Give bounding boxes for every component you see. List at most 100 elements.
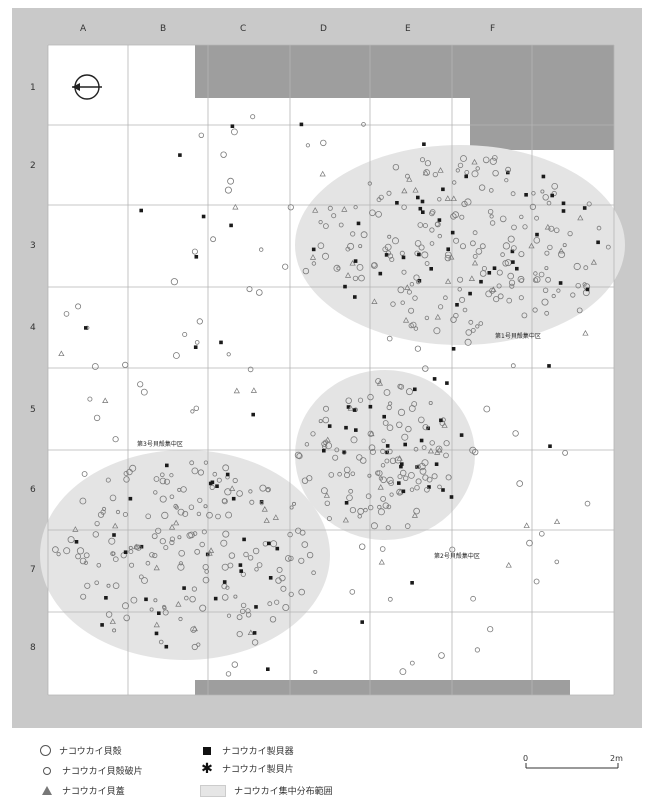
- shell-marker: [437, 233, 442, 239]
- shell-marker: [182, 510, 189, 517]
- column-label-b: B: [160, 24, 166, 34]
- operculum-marker: [342, 516, 349, 523]
- shell-tool-marker: [182, 586, 186, 590]
- shell-marker: [155, 527, 162, 534]
- operculum-marker: [505, 561, 512, 568]
- shell-marker: [289, 505, 294, 510]
- shell-marker: [431, 473, 438, 480]
- legend-label: ナコウカイ貝蓋: [62, 787, 125, 797]
- shell-marker: [406, 289, 412, 295]
- shell-tool-marker: [535, 232, 539, 237]
- shell-marker: [112, 436, 119, 443]
- legend-item-shell-piece: ✱ ナコウカイ製貝片: [200, 762, 294, 776]
- shell-marker: [197, 469, 204, 476]
- excavation-map: A B C D E F 1 2 3 4 5 6 7 8 第1号貝殻集中区 第2号…: [12, 8, 642, 728]
- excluded-area-top: [195, 45, 614, 98]
- operculum-marker: [523, 522, 530, 528]
- shell-marker: [140, 388, 148, 396]
- shell-marker: [548, 225, 555, 232]
- shell-marker: [389, 457, 397, 464]
- shell-marker: [377, 504, 382, 510]
- shell-marker: [582, 282, 587, 287]
- shell-marker: [424, 315, 430, 321]
- shell-marker: [416, 464, 421, 470]
- excluded-area-bottom: [195, 680, 570, 695]
- shell-marker: [397, 286, 405, 294]
- shell-tool-marker: [524, 193, 528, 197]
- operculum-marker: [347, 404, 354, 411]
- shell-marker: [459, 214, 465, 220]
- shell-marker: [459, 243, 466, 250]
- shell-tool-marker: [352, 408, 357, 412]
- shell-marker: [470, 595, 476, 602]
- shell-marker: [386, 335, 393, 342]
- shell-marker: [546, 200, 552, 206]
- shell-marker: [538, 530, 545, 537]
- shell-marker: [225, 585, 230, 590]
- operculum-marker: [378, 558, 385, 565]
- shell-marker: [194, 340, 200, 345]
- shell-marker: [101, 506, 107, 512]
- shell-marker: [240, 602, 247, 609]
- shell-marker: [199, 541, 205, 548]
- operculum-marker: [490, 286, 497, 292]
- shell-marker: [403, 475, 409, 481]
- shell-marker: [414, 485, 420, 491]
- legend-label: ナコウカイ貝殻: [59, 747, 122, 757]
- shell-marker: [485, 290, 493, 298]
- shell-marker: [221, 594, 229, 601]
- shell-marker: [129, 464, 137, 472]
- shell-marker: [267, 601, 273, 607]
- shell-marker: [573, 262, 581, 271]
- shell-tool-marker: [84, 326, 88, 330]
- shell-marker: [370, 262, 378, 269]
- shell-marker: [418, 462, 426, 471]
- shell-tool-marker: [254, 605, 258, 609]
- shell-marker: [349, 589, 356, 595]
- shell-marker: [379, 546, 386, 552]
- shell-tool-marker: [432, 377, 437, 381]
- shell-tool-marker: [123, 550, 128, 554]
- shell-marker: [392, 163, 400, 171]
- shell-tool-marker: [420, 199, 425, 204]
- operculum-marker: [450, 195, 457, 202]
- shell-marker: [189, 596, 196, 603]
- shell-marker: [478, 184, 486, 191]
- shell-marker: [499, 215, 507, 223]
- shell-marker: [404, 523, 411, 529]
- shell-tool-marker: [178, 153, 182, 157]
- shell-marker: [489, 214, 494, 219]
- shell-marker: [369, 448, 376, 455]
- shell-marker: [228, 552, 236, 559]
- shell-marker: [328, 472, 335, 478]
- shell-marker: [236, 630, 243, 638]
- operculum-marker: [349, 259, 356, 266]
- shell-marker: [322, 416, 330, 424]
- shell-marker: [450, 316, 457, 323]
- shell-marker: [478, 321, 484, 326]
- operculum-marker: [437, 167, 444, 173]
- shell-marker: [162, 604, 167, 610]
- shell-marker: [475, 324, 480, 329]
- shell-marker: [533, 271, 538, 276]
- shell-marker: [282, 263, 289, 270]
- shell-marker: [387, 234, 392, 239]
- shell-marker: [222, 530, 230, 538]
- artifact-symbols: [52, 114, 611, 677]
- shell-marker: [251, 639, 259, 646]
- shell-tool-marker: [342, 450, 346, 454]
- shell-marker: [492, 169, 499, 177]
- row-label-5: 5: [30, 405, 36, 415]
- row-label-7: 7: [30, 565, 36, 575]
- shell-marker: [508, 279, 516, 286]
- shell-tool-marker: [550, 193, 554, 198]
- scale-end: 2m: [610, 754, 623, 763]
- shell-tool-marker: [164, 644, 169, 649]
- operculum-marker: [422, 169, 429, 176]
- shell-marker: [83, 552, 90, 559]
- shell-marker: [404, 173, 410, 179]
- shell-marker: [542, 287, 549, 293]
- shell-marker: [120, 552, 127, 559]
- shell-marker: [186, 532, 193, 539]
- shell-tool-marker: [401, 255, 406, 260]
